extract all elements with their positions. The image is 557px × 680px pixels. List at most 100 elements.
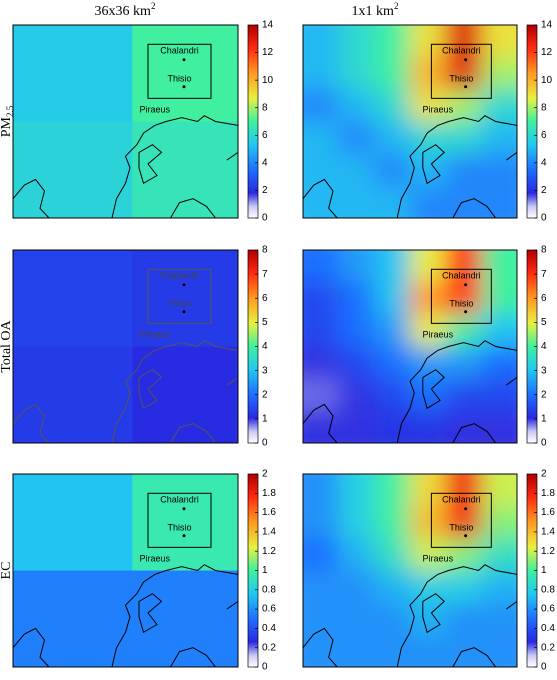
heat-cell xyxy=(374,634,411,667)
cells xyxy=(303,25,517,218)
heat-cell xyxy=(303,570,340,604)
heat-cell xyxy=(445,474,482,507)
panel-frame xyxy=(12,249,239,444)
heat-cell xyxy=(445,25,482,58)
heat-cell xyxy=(445,346,482,380)
heat-cell xyxy=(481,153,517,187)
colorbar-tick-label: 3 xyxy=(541,365,547,376)
coastline xyxy=(13,178,50,218)
site-dot xyxy=(182,85,186,89)
colorbar-tick-label: 1 xyxy=(541,565,547,576)
colorbar-tick-label: 7 xyxy=(262,269,268,280)
coastline xyxy=(111,340,238,443)
colorbar-tick-label: 0 xyxy=(541,438,547,449)
column-title-text: 36x36 km xyxy=(95,4,152,19)
panel: Chalandri Thisio Piraeus 0 2 4 6 8 10 12 14 xyxy=(12,20,274,224)
colorbar-tick-label: 4 xyxy=(262,157,268,168)
colorbar-tick-label: 4 xyxy=(541,341,547,352)
heat-cell xyxy=(338,378,375,412)
place-label: Piraeus xyxy=(423,553,454,563)
study-box xyxy=(430,268,492,324)
heat-cell xyxy=(445,634,482,667)
study-box xyxy=(430,43,492,99)
colorbar-tick-label: 7 xyxy=(541,269,547,280)
heat-cell xyxy=(445,153,482,187)
heat-cell xyxy=(338,474,375,507)
cells xyxy=(13,25,238,218)
heat-cell xyxy=(410,410,447,443)
heat-cell xyxy=(303,185,340,218)
study-box xyxy=(430,492,492,548)
panel-frame xyxy=(302,24,518,219)
column-title-sup: 2 xyxy=(394,1,399,11)
heat-cell xyxy=(445,602,482,636)
heat-cell xyxy=(338,410,375,443)
heat-cell xyxy=(13,25,133,122)
heat-cell xyxy=(445,185,482,218)
heat-cell xyxy=(445,570,482,604)
heat-cell xyxy=(338,506,375,539)
colorbar-tick-label: 1.4 xyxy=(262,527,276,538)
coastline xyxy=(170,423,216,443)
heat-cell xyxy=(410,538,447,571)
panel: Chalandri Thisio Piraeus 0 2 4 6 8 10 12 14 xyxy=(302,20,553,224)
colorbar-tick-label: 4 xyxy=(262,341,268,352)
row-label: Total OA xyxy=(0,319,14,372)
heat-cell xyxy=(303,89,340,122)
colorbar-tick-label: 6 xyxy=(541,293,547,304)
site-dot xyxy=(464,534,468,538)
heat-cell xyxy=(338,602,375,636)
colorbar-tick-label: 1.2 xyxy=(262,546,276,557)
heat-cell xyxy=(303,57,340,90)
heat-cell xyxy=(445,282,482,315)
heat-cell xyxy=(481,25,517,58)
coastline xyxy=(452,647,497,667)
heat-cell xyxy=(338,250,375,283)
colorbar-tick-label: 8 xyxy=(262,102,268,113)
heat-cell xyxy=(410,634,447,667)
colorbar-tick-label: 1.4 xyxy=(541,527,555,538)
coastline xyxy=(422,369,445,410)
panel: Chalandri Thisio Piraeus 0 1 2 3 4 5 6 7 8 xyxy=(12,245,268,449)
heat-cell xyxy=(410,89,447,122)
place-label: Thisio xyxy=(167,73,191,83)
colorbar-tick-label: 0 xyxy=(262,213,268,224)
heat-cell xyxy=(303,121,340,155)
coastline xyxy=(396,115,517,218)
heat-cell xyxy=(481,185,517,218)
heat-cell xyxy=(374,121,411,155)
coastline xyxy=(111,564,238,667)
heat-cell xyxy=(410,282,447,315)
colorbar-tick-label: 0.6 xyxy=(541,604,555,615)
heat-cell xyxy=(445,314,482,347)
heat-cell xyxy=(374,153,411,187)
colorbar-tick-label: 2 xyxy=(541,185,547,196)
heat-cell xyxy=(481,346,517,380)
coastline xyxy=(422,144,445,185)
heat-cell xyxy=(410,250,447,283)
colorbar-tick-label: 0.8 xyxy=(541,584,555,595)
cells xyxy=(13,474,238,667)
colorbar-tick-label: 1.6 xyxy=(262,507,276,518)
cells-smooth xyxy=(303,25,517,218)
heat-cell xyxy=(338,89,375,122)
heat-cell xyxy=(303,634,340,667)
coastline xyxy=(506,376,517,386)
row-label-sub: 2.5 xyxy=(5,105,15,117)
heat-cell xyxy=(445,57,482,90)
place-label: Thisio xyxy=(449,522,473,532)
colorbar-tick-label: 5 xyxy=(541,317,547,328)
heat-cell xyxy=(374,250,411,283)
heat-cell xyxy=(132,250,238,347)
colorbar-tick-label: 10 xyxy=(541,75,553,86)
coastline xyxy=(452,423,497,443)
site-dot xyxy=(182,534,186,538)
heat-cell xyxy=(410,57,447,90)
colorbar-tick-label: 6 xyxy=(541,130,547,141)
colorbar-tick-label: 2 xyxy=(541,469,547,480)
panel-frame xyxy=(302,249,518,444)
row-label: EC xyxy=(0,562,14,580)
heat-cell xyxy=(410,506,447,539)
column-title: 1x1 km2 xyxy=(352,1,399,19)
